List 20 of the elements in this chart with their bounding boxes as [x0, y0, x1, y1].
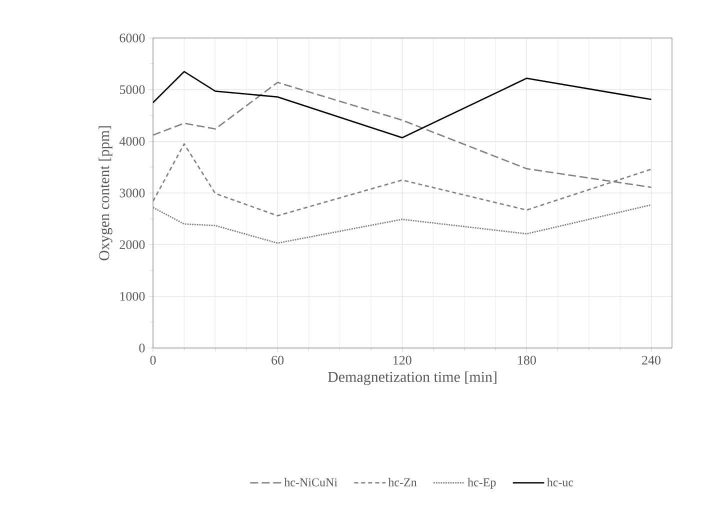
line-series — [153, 204, 652, 244]
legend-label: hc-Ep — [468, 478, 496, 489]
y-axis-title: Oxygen content [ppm] — [98, 126, 112, 260]
y-tick-label: 0 — [139, 344, 145, 352]
x-tick-label: 120 — [394, 356, 412, 365]
x-tick-label: 60 — [272, 356, 284, 365]
y-tick-label: 3000 — [120, 188, 145, 198]
y-tick-label: 2000 — [120, 240, 145, 250]
y-tick-label: 4000 — [119, 136, 145, 146]
y-tick-label: 6000 — [120, 34, 145, 42]
legend-label: hc-NiCuNi — [284, 478, 338, 486]
y-tick-label: 1000 — [120, 292, 145, 301]
legend-label: hc-Zn — [388, 478, 417, 486]
x-tick-label: 0 — [150, 356, 156, 365]
x-tick-label: 240 — [642, 356, 661, 365]
legend-label: hc-uc — [547, 478, 574, 486]
line-series — [153, 70, 652, 138]
y-tick-label: 5000 — [120, 85, 145, 94]
x-tick-label: 180 — [518, 356, 536, 365]
x-axis-title: Demagnetization time [min] — [328, 371, 496, 386]
